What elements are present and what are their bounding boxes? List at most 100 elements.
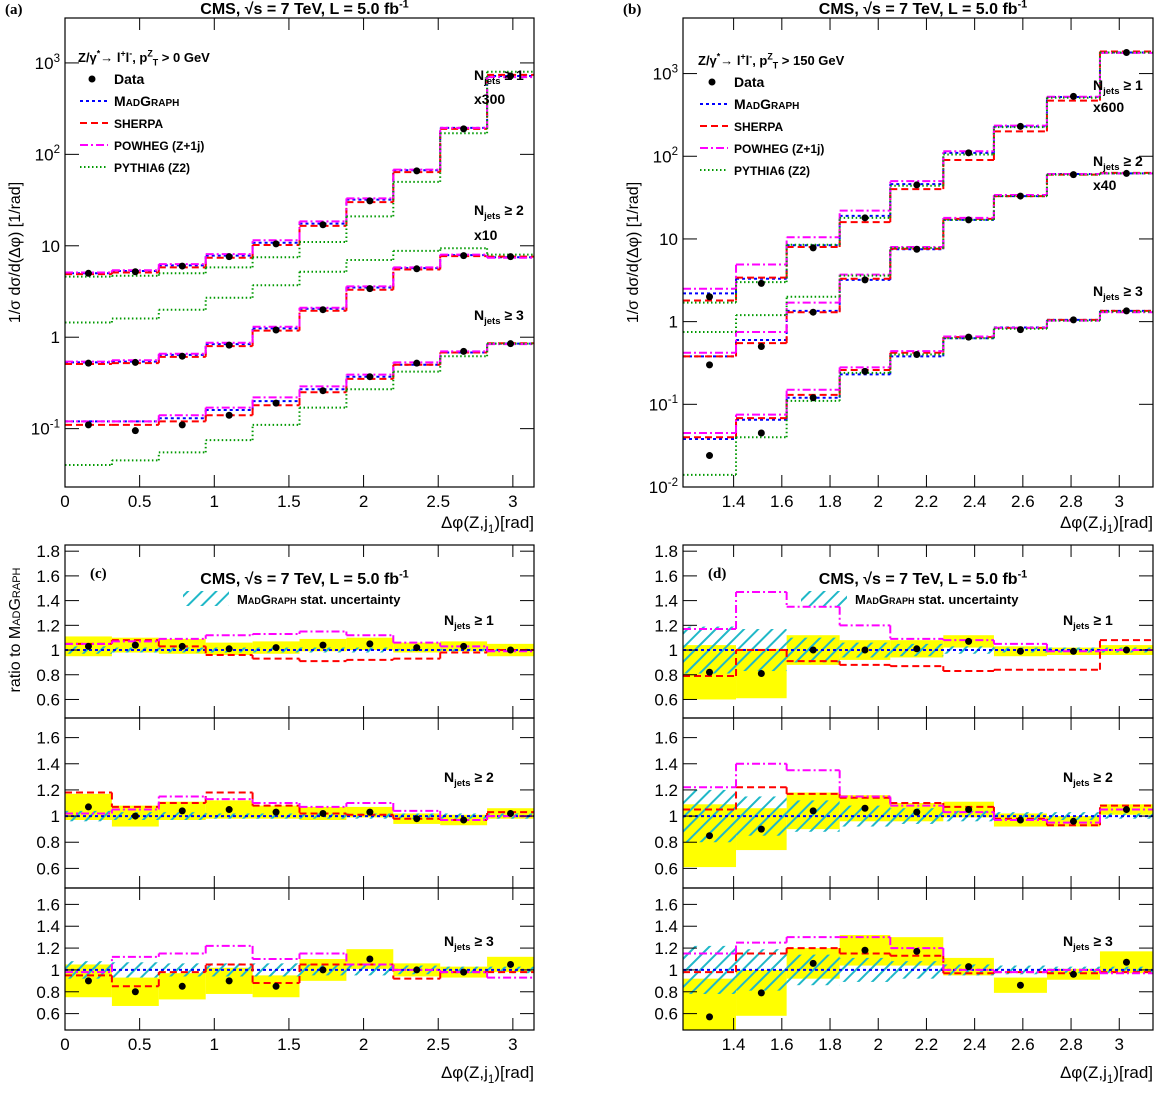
x-tick-label: 2.8 <box>1059 1035 1083 1054</box>
data-point <box>1069 970 1077 978</box>
y-tick-label: 0.6 <box>36 859 60 878</box>
subtitle-part: Z/γ <box>78 50 98 65</box>
y-axis-label-part: MadGraph <box>7 567 24 639</box>
data-point <box>757 670 765 678</box>
data-point <box>460 125 468 133</box>
data-point <box>272 644 280 652</box>
data-point <box>965 149 973 157</box>
data-point <box>272 326 280 334</box>
data-point <box>319 966 327 974</box>
y-tick-label: 1.6 <box>654 729 678 748</box>
legend-label: POWHEG (Z+1j) <box>734 142 824 156</box>
x-axis-label: Δφ(Z,j1)[rad] <box>441 1063 534 1086</box>
group-label-part: N <box>1093 283 1103 299</box>
legend-label-part: MadGraph <box>237 592 296 607</box>
data-point <box>319 809 327 817</box>
data-point <box>460 642 468 650</box>
data-point <box>965 963 973 971</box>
y-tick-label: 1 <box>51 807 60 826</box>
chart-title-part: -1 <box>399 568 409 580</box>
group-label-part: N <box>444 769 454 785</box>
model-step-riser <box>735 312 1101 433</box>
subtitle-part: Z <box>767 52 773 62</box>
legend-hatch <box>801 591 847 606</box>
plot-area <box>65 70 534 467</box>
x-tick-label: 2 <box>873 492 882 511</box>
data-point <box>809 646 817 654</box>
data-point <box>1122 48 1130 56</box>
subtitle-part: → l <box>720 53 740 68</box>
subtitle-part: + <box>120 49 125 59</box>
data-point <box>225 806 233 814</box>
data-point <box>507 72 515 80</box>
chart-title-part: CMS, √s = 7 TeV, L = 5.0 fb <box>200 571 399 588</box>
group-label-part: N <box>1063 933 1073 949</box>
group-label-part: ≥ 2 <box>501 202 524 218</box>
group-label-part: ≥ 1 <box>1090 612 1113 628</box>
y-tick-label: 1.6 <box>36 567 60 586</box>
y-tick-label: 0.6 <box>654 1005 678 1024</box>
y-tick-label-part: 10 <box>653 147 672 166</box>
y-tick-label: 0.6 <box>654 859 678 878</box>
x-tick-label: 1.8 <box>818 492 842 511</box>
x-tick-label: 1.8 <box>818 1035 842 1054</box>
y-tick-label: 1.4 <box>654 592 678 611</box>
data-point <box>84 359 92 367</box>
data-point <box>366 640 374 648</box>
x-tick-label: 2 <box>359 1035 368 1054</box>
y-tick-label-part: 3 <box>54 53 60 65</box>
y-tick-label: 1.4 <box>36 592 60 611</box>
data-point <box>413 265 421 273</box>
data-point <box>507 809 515 817</box>
y-tick-label-part: -2 <box>668 477 678 489</box>
subtitle-part: * <box>97 49 101 59</box>
x-tick-label: 0 <box>60 1035 69 1054</box>
x-tick-label: 2.2 <box>915 492 939 511</box>
data-point <box>131 358 139 366</box>
stat-uncertainty <box>346 964 394 976</box>
data-point <box>131 268 139 276</box>
stat-uncertainty <box>1099 966 1153 974</box>
y-tick-label: 1.6 <box>654 895 678 914</box>
stat-uncertainty <box>65 810 112 822</box>
stat-uncertainty <box>158 963 206 977</box>
data-point <box>809 244 817 252</box>
x-tick-label: 0.5 <box>128 1035 152 1054</box>
y-tick-label-part: -1 <box>50 419 60 431</box>
data-point <box>706 452 714 460</box>
group-label: Njets ≥ 2 <box>474 202 524 222</box>
model-ratio-step-riser <box>735 948 1101 974</box>
x-axis-label-part: Δφ(Z,j <box>441 1063 488 1082</box>
y-tick-label: 0.8 <box>654 833 678 852</box>
model-step-riser <box>735 310 1101 440</box>
y-tick-label: 10-1 <box>649 394 678 414</box>
subtitle: Z/γ*→ l+l-, pZT > 150 GeV <box>698 52 845 71</box>
group-label-part: ≥ 1 <box>1120 77 1143 93</box>
y-tick-label: 1 <box>669 961 678 980</box>
model-ratio-step-riser <box>735 937 1101 974</box>
y-tick-label: 0.6 <box>36 1005 60 1024</box>
y-tick-label: 1 <box>669 313 678 332</box>
subtitle-part: - <box>749 52 752 62</box>
x-tick-label: 1 <box>210 492 219 511</box>
data-point <box>1122 958 1130 966</box>
legend-label: MadGraph stat. uncertainty <box>237 592 401 607</box>
model-step-riser <box>110 71 489 277</box>
x-tick-label: 2.4 <box>963 1035 987 1054</box>
x-tick-label: 3 <box>508 492 517 511</box>
x-axis-label: Δφ(Z,j1)[rad] <box>1060 1063 1153 1086</box>
legend-label: Data <box>114 71 145 87</box>
data-point <box>319 306 327 314</box>
y-tick-label: 1 <box>669 807 678 826</box>
group-label: Njets ≥ 3 <box>444 933 494 953</box>
y-tick-label: 10 <box>41 237 60 256</box>
group-label-part: jets <box>453 621 470 632</box>
data-point <box>460 816 468 824</box>
data-point <box>225 977 233 985</box>
data-point <box>913 181 921 189</box>
data-point <box>757 279 765 287</box>
data-point <box>84 803 92 811</box>
panel-label: (a) <box>5 2 23 18</box>
x-tick-label: 1.4 <box>722 492 746 511</box>
data-point <box>1069 647 1077 655</box>
